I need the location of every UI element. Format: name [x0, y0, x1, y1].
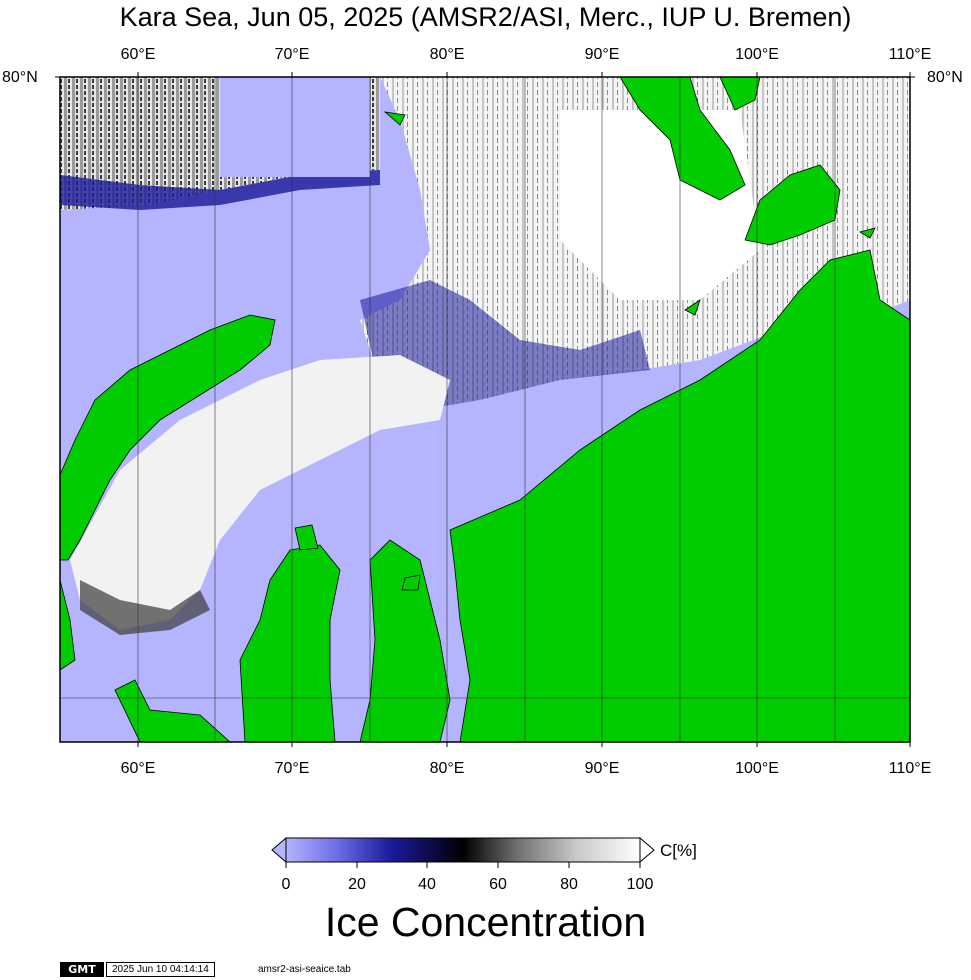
lon-label-top-100: 100°E	[735, 46, 779, 63]
colorbar-title: Ice Concentration	[324, 899, 647, 945]
colorbar	[271, 836, 655, 868]
lon-label-top-70: 70°E	[274, 46, 310, 63]
map-title: Kara Sea, Jun 05, 2025 (AMSR2/ASI, Merc.…	[119, 2, 852, 32]
colorbar-high-triangle	[639, 836, 655, 864]
lon-label-top-60: 60°E	[120, 46, 156, 63]
lon-label-top-80: 80°E	[429, 46, 465, 63]
fast-ice-west-edge	[80, 580, 210, 635]
yamal-peninsula	[239, 544, 341, 742]
colorbar-gradient	[285, 837, 641, 863]
lat-label-right: 80°N	[927, 69, 963, 86]
lon-label-bottom-110: 110°E	[888, 760, 932, 777]
novaya-zemlya	[60, 314, 276, 561]
colorbar-low-triangle	[271, 836, 287, 864]
small-island-b	[684, 299, 701, 316]
lon-label-bottom-100: 100°E	[735, 760, 779, 777]
lat-label-left: 80°N	[2, 69, 38, 86]
lon-label-bottom-60: 60°E	[120, 760, 156, 777]
colorbar-tick-100: 100	[626, 876, 654, 893]
small-island-a	[383, 111, 406, 126]
colorbar-tick-60: 60	[489, 876, 507, 893]
colorbar-tick-80: 80	[560, 876, 578, 893]
severnaya-zemlya-north	[619, 77, 746, 201]
colorbar-unit: C[%]	[660, 841, 697, 860]
lon-label-top-110: 110°E	[888, 46, 932, 63]
lon-label-bottom-90: 90°E	[584, 760, 620, 777]
vaygach-coast	[60, 579, 76, 671]
open-water-north-gap	[220, 77, 370, 177]
gydan-peninsula	[359, 539, 451, 742]
bely-island	[294, 524, 319, 551]
map-frame	[59, 76, 911, 743]
yugorsky-peninsula	[114, 679, 231, 742]
severnaya-zemlya-east	[719, 77, 761, 111]
small-island-c	[858, 227, 876, 239]
gmt-logo: GMT	[60, 962, 104, 977]
lon-label-bottom-80: 80°E	[429, 760, 465, 777]
colorbar-tick-40: 40	[418, 876, 436, 893]
lon-label-bottom-70: 70°E	[274, 760, 310, 777]
colorbar-tick-0: 0	[281, 876, 291, 893]
severnaya-zemlya-south	[744, 164, 841, 246]
lon-label-top-90: 90°E	[584, 46, 620, 63]
small-island-d	[401, 574, 421, 591]
timestamp: 2025 Jun 10 04:14:14	[106, 962, 215, 977]
fast-ice-west	[70, 355, 450, 630]
northern-ice-dark-edge	[60, 170, 380, 210]
color-table-name: amsr2-asi-seaice.tab	[258, 964, 351, 975]
colorbar-tick-20: 20	[348, 876, 366, 893]
